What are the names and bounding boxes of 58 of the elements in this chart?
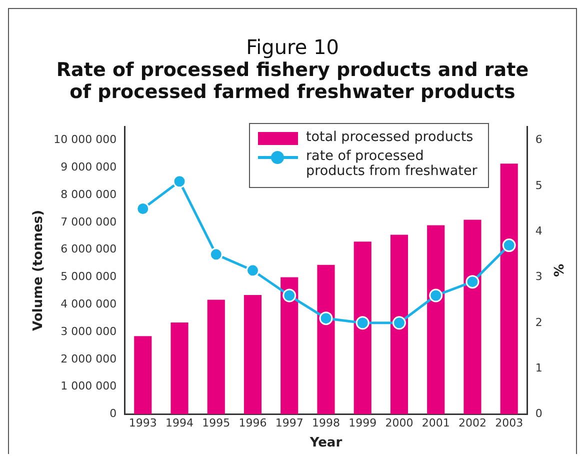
y-tick-label: 7 000 000 [60, 215, 117, 228]
point [136, 202, 150, 216]
y-tick-label: 5 000 000 [60, 270, 117, 284]
point [429, 288, 443, 302]
y-tick-label: 6 000 000 [60, 242, 117, 256]
y2-tick-label: 5 [535, 178, 542, 192]
point [319, 312, 333, 326]
point [209, 248, 223, 262]
x-tick-label: 1999 [348, 416, 377, 430]
y-tick-label: 2 000 000 [60, 352, 117, 366]
y2-tick-label: 6 [535, 133, 542, 146]
y2-axis-title: % [550, 264, 565, 277]
x-tick-label: 2002 [458, 416, 486, 430]
y2-tick-label: 2 [535, 316, 542, 329]
bar [244, 295, 262, 414]
x-tick-label: 1995 [202, 416, 230, 430]
bar [207, 300, 225, 414]
y-tick-label: 9 000 000 [60, 160, 117, 174]
point [172, 174, 186, 188]
y2-tick-label: 3 [535, 270, 542, 284]
x-tick-label: 1994 [166, 416, 194, 430]
y2-tick-label: 4 [535, 224, 542, 238]
chart-title: Figure 10 [245, 35, 340, 59]
y-tick-label: 8 000 000 [60, 188, 117, 201]
bar [390, 234, 408, 414]
x-tick-label: 1993 [128, 416, 157, 430]
y-tick-label: 3 000 000 [60, 324, 117, 338]
point [466, 275, 480, 289]
y-tick-label: 1 000 000 [60, 380, 117, 393]
y2-tick-label: 1 [535, 361, 542, 374]
legend-label: total processed products [306, 129, 474, 145]
x-tick-label: 2000 [385, 416, 414, 430]
chart-subtitle: Rate of processed fishery products and rate of processed farmed freshwater products [55, 59, 530, 103]
bar [280, 277, 298, 414]
bar [427, 225, 445, 414]
bar [134, 336, 152, 414]
x-tick-label: 2003 [495, 416, 524, 430]
y-tick-label: 10 000 000 [54, 133, 117, 146]
y-tick-label: 4 000 000 [60, 297, 117, 310]
y2-tick-label: 0 [535, 407, 542, 420]
bar [170, 322, 188, 414]
bar [354, 242, 372, 414]
x-axis-title: Year [308, 436, 343, 451]
point [246, 264, 260, 278]
x-tick-label: 2001 [422, 416, 450, 430]
point [282, 288, 296, 302]
bar [500, 164, 518, 414]
x-tick-label: 1997 [275, 416, 304, 430]
y-axis-title: Volume (tonnes) [31, 210, 46, 331]
y-tick-label: 0 [110, 407, 117, 420]
x-tick-label: 1998 [312, 416, 340, 430]
x-tick-label: 1996 [238, 416, 267, 430]
bar [317, 264, 335, 414]
legend-label: rate of processed products from freshwater [306, 148, 478, 179]
point [392, 316, 406, 330]
bar [464, 220, 482, 414]
point [502, 238, 516, 252]
point [356, 316, 370, 330]
